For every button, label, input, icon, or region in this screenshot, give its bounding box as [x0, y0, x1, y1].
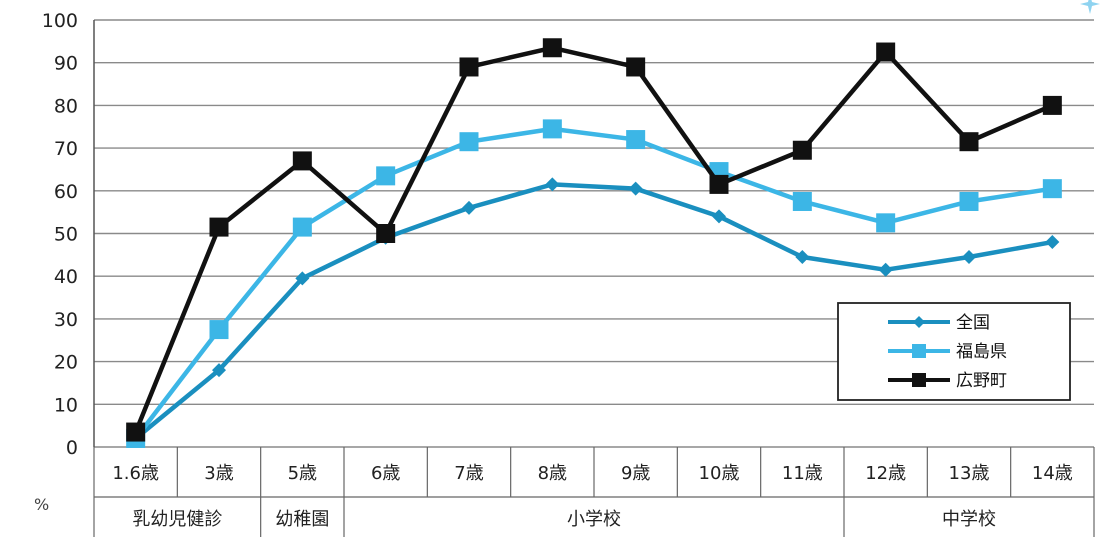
y-tick-label: 0 [66, 437, 78, 459]
data-point [212, 363, 226, 378]
y-tick-label: 80 [54, 95, 78, 117]
data-point [792, 191, 812, 211]
data-point [709, 174, 729, 194]
data-point [878, 262, 893, 277]
x-tick-label: 14歳 [1032, 463, 1073, 484]
y-tick-label: 70 [54, 138, 78, 160]
gridlines [93, 19, 1094, 448]
x-tick-label: 13歳 [949, 463, 990, 484]
y-axis-ticks: 0 10 20 30 40 50 60 70 80 90 100 [42, 10, 78, 459]
data-point [626, 130, 646, 150]
x-tick-label: 1.6歳 [112, 463, 159, 484]
x-tick-label: 11歳 [782, 463, 823, 484]
legend-label: 福島県 [956, 342, 1007, 362]
y-tick-label: 100 [42, 10, 78, 32]
series-layer [126, 38, 1062, 448]
x-tick-label: 6歳 [371, 463, 400, 484]
legend-swatch-marker [913, 316, 925, 328]
group-label: 小学校 [567, 509, 621, 530]
y-tick-label: 10 [54, 394, 78, 416]
series-line [133, 126, 1053, 440]
x-tick-label: 10歳 [699, 463, 740, 484]
legend-box [837, 302, 1071, 401]
data-point [292, 151, 312, 171]
data-point [462, 200, 476, 215]
x-tick-label: 3歳 [204, 463, 233, 484]
legend-label: 全国 [956, 313, 990, 333]
data-point [962, 249, 976, 264]
group-label: 幼稚園 [275, 509, 329, 530]
data-point [959, 191, 979, 211]
data-point [1042, 95, 1062, 115]
data-point [295, 271, 310, 286]
data-point [876, 42, 896, 62]
data-point [542, 38, 562, 58]
data-point [459, 57, 479, 77]
data-point [292, 217, 312, 237]
data-point [542, 119, 562, 139]
data-point [1042, 179, 1062, 199]
data-point [795, 249, 810, 264]
x-tick-label: 8歳 [538, 463, 567, 484]
data-point [712, 209, 726, 224]
data-point [959, 132, 979, 152]
data-point [626, 57, 646, 77]
data-point [459, 132, 479, 152]
series-1 [126, 119, 1062, 448]
series-2 [126, 38, 1062, 442]
legend-swatch-marker [912, 373, 926, 387]
y-tick-label: 90 [54, 53, 78, 75]
y-tick-label: 30 [54, 309, 78, 331]
data-point [876, 213, 896, 233]
group-label: 乳幼児健診 [132, 509, 222, 530]
y-tick-label: 50 [54, 224, 78, 246]
group-label: 中学校 [942, 509, 996, 530]
legend-swatch-marker [912, 344, 926, 358]
series-line [134, 182, 1053, 441]
data-point [126, 422, 146, 442]
x-tick-label: 7歳 [454, 463, 483, 484]
x-tick-label: 12歳 [865, 463, 906, 484]
series-line [133, 45, 1054, 433]
data-point [628, 181, 643, 196]
y-tick-label: 60 [54, 181, 78, 203]
legend-label: 広野町 [956, 371, 1007, 391]
data-point [1045, 235, 1060, 250]
x-tick-label: 9歳 [621, 463, 650, 484]
x-tick-label: 5歳 [288, 463, 317, 484]
data-point [376, 224, 396, 243]
data-point [792, 140, 812, 160]
y-tick-label: 40 [54, 266, 78, 288]
y-tick-label: 20 [54, 352, 78, 374]
data-point [209, 217, 229, 237]
data-point [376, 166, 396, 186]
data-point [209, 320, 229, 340]
sparkle-icon [1080, 0, 1100, 14]
data-point [545, 177, 560, 192]
y-unit-label: % [34, 495, 49, 514]
